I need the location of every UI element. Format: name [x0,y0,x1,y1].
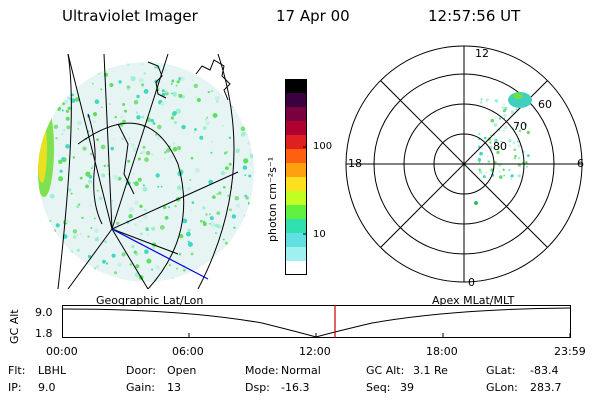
time-tick-1: 06:00 [172,345,204,358]
colorbar-band [285,233,307,248]
terminator-line [111,228,209,280]
colorbar-band [285,107,307,122]
colorbar-band [285,261,307,275]
filter-label: Flt: [8,364,26,377]
gain-value: 13 [167,381,181,394]
colorbar-band [285,191,307,206]
lat-lon-grid [57,54,239,289]
mlat-label-80: 80 [493,140,507,153]
mlt-label-12: 12 [475,47,489,60]
gc-alt-value: 3.1 Re [413,364,448,377]
ip-label: IP: [8,381,22,394]
seq-value: 39 [400,381,414,394]
polar-grid [345,45,583,283]
ip-value: 9.0 [38,381,56,394]
coastline-outlines [87,59,231,225]
colorbar-band [285,205,307,220]
time-tick-4: 23:59 [554,345,586,358]
glat-label: GLat: [486,364,516,377]
time-tick-2: 12:00 [299,345,331,358]
time-tick-3: 18:00 [426,345,458,358]
colorbar-band [285,93,307,108]
colorbar-band [285,79,307,94]
filter-value: LBHL [38,364,67,377]
mode-value: Normal [281,364,321,377]
glat-value: -83.4 [530,364,559,377]
observation-date: 17 Apr 00 [276,7,350,25]
dsp-label: Dsp: [245,381,270,394]
colorbar-tick-10: 10 [313,229,326,240]
colorbar-band [285,163,307,178]
colorbar-band [285,135,307,150]
altitude-axis-label: GC Alt [8,309,21,344]
colorbar-band [285,121,307,136]
seq-label: Seq: [366,381,391,394]
mlt-label-0: 0 [468,276,475,289]
mlat-label-60: 60 [538,98,552,111]
colorbar-band [285,219,307,234]
door-label: Door: [126,364,156,377]
polar-mlat-mlt-plot [345,45,583,283]
door-value: Open [167,364,197,377]
gc-alt-label: GC Alt: [366,364,405,377]
gain-label: Gain: [126,381,155,394]
mlt-label-18: 18 [348,157,362,170]
colorbar-tick-100: 100 [313,141,333,152]
instrument-title: Ultraviolet Imager [62,7,198,25]
mlt-label-6: 6 [577,157,584,170]
glon-value: 283.7 [530,381,562,394]
right-panel-title: Apex MLat/MLT [432,294,515,307]
altitude-timeline-plot [62,305,571,338]
altitude-min-label: 1.8 [35,327,53,340]
mlat-label-70: 70 [513,120,527,133]
glon-label: GLon: [486,381,518,394]
colorbar-band [285,247,307,262]
colorbar-band [285,177,307,192]
colorbar-band [285,149,307,164]
mode-label: Mode: [245,364,279,377]
observation-time: 12:57:56 UT [428,7,521,25]
time-tick-0: 00:00 [46,345,78,358]
color-scale-bar [285,79,307,275]
uv-emission-disk [38,62,254,282]
left-panel-title: Geographic Lat/Lon [96,294,204,307]
colorbar-unit-label: photon cm⁻²s⁻¹ [266,156,279,242]
geographic-image [38,54,254,289]
altitude-max-label: 9.0 [35,306,53,319]
dsp-value: -16.3 [281,381,310,394]
